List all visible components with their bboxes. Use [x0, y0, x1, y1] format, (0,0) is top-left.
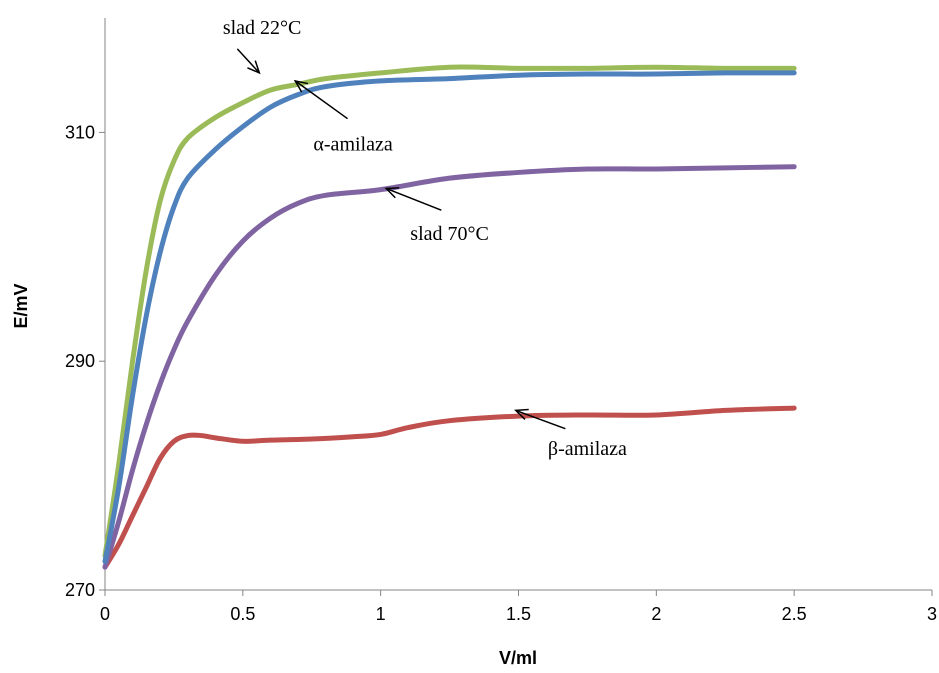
annotation-arrow-shaft	[294, 80, 349, 120]
series-line-slad70	[102, 164, 797, 570]
y-tick-label: 290	[65, 351, 95, 371]
annotation-arrow-head	[514, 408, 529, 421]
x-tick-label: 2	[651, 604, 661, 624]
annotations-group: slad 22°C α-amilaza slad 70°C β-amilaza	[223, 17, 627, 460]
annotation-alpha: α-amilaza	[293, 79, 393, 156]
x-tick-label: 2.5	[782, 604, 807, 624]
annotation-arrow-shaft	[385, 187, 442, 211]
series-line-beta	[102, 405, 797, 570]
annotation-slad70: slad 70°C	[384, 187, 489, 245]
annotation-arrow-shaft	[515, 409, 566, 430]
x-tick-label: 1.5	[506, 604, 531, 624]
series-line-alpha	[102, 70, 797, 564]
series-group	[102, 64, 797, 570]
annotation-label: slad 22°C	[223, 17, 302, 39]
annotation-label: β-amilaza	[548, 438, 627, 460]
annotation-beta: β-amilaza	[514, 408, 627, 460]
x-tick-label: 3	[927, 604, 937, 624]
y-axis-ticks: 270 290 310	[65, 122, 105, 600]
annotation-arrow-head	[384, 187, 400, 199]
x-tick-label: 0.5	[230, 604, 255, 624]
annotation-arrow-head	[247, 60, 261, 75]
y-tick-label: 310	[65, 122, 95, 142]
series-line-slad22	[102, 64, 797, 559]
x-tick-label: 1	[376, 604, 386, 624]
x-tick-label: 0	[100, 604, 110, 624]
x-axis-title: V/ml	[499, 648, 537, 668]
x-axis-ticks: 0 0.5 1 1.5 2 2.5 3	[100, 590, 937, 624]
annotation-slad22: slad 22°C	[223, 17, 302, 75]
annotation-arrow-shaft	[236, 48, 260, 74]
y-axis-title: E/mV	[11, 283, 31, 328]
annotation-label: α-amilaza	[313, 134, 392, 156]
y-tick-label: 270	[65, 580, 95, 600]
annotation-arrow-head	[293, 79, 309, 93]
annotation-label: slad 70°C	[410, 223, 489, 245]
